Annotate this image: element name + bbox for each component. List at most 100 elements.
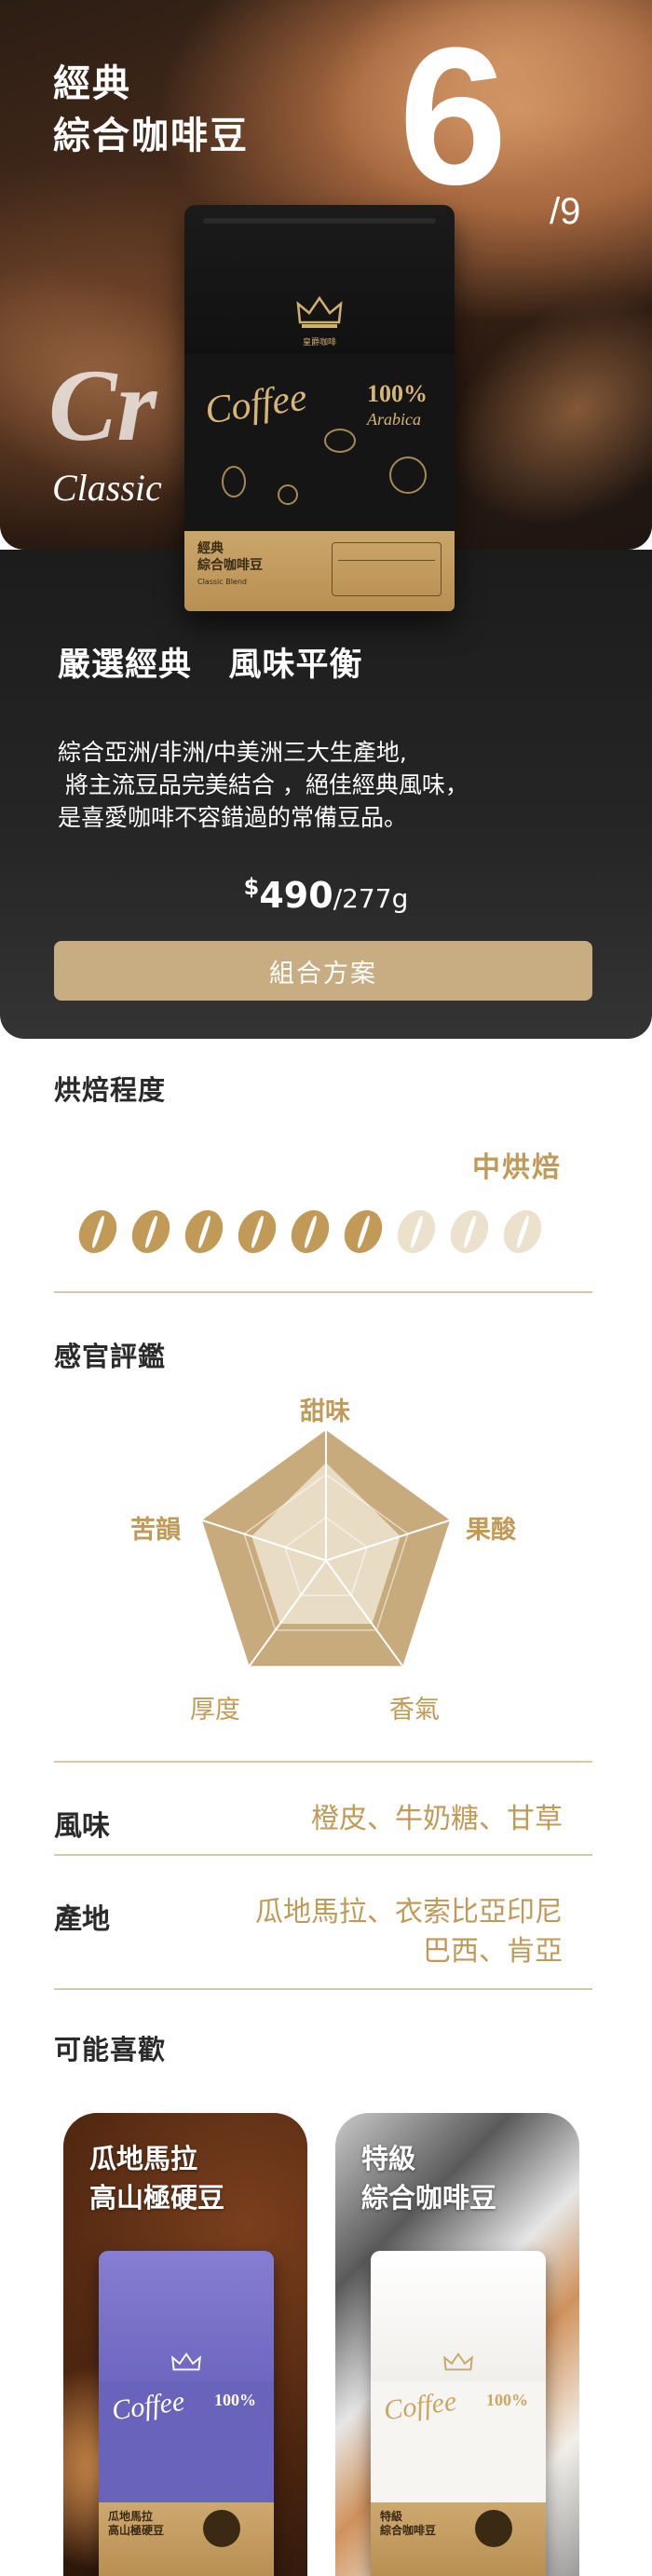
product-title-line2: 綜合咖啡豆	[53, 115, 249, 157]
mini-bag-label-band	[99, 2502, 274, 2576]
product-title-line1: 經典	[53, 62, 131, 105]
bag-label-name-line2: 綜合咖啡豆	[197, 558, 263, 573]
mini-bag-name: 特級 綜合咖啡豆	[380, 2510, 436, 2538]
origin-value-line1: 瓜地馬拉、衣索比亞印尼	[255, 1896, 563, 1929]
recommend-title-line2: 高山極硬豆	[89, 2182, 225, 2214]
flavor-value: 橙皮、牛奶糖、甘草	[311, 1803, 563, 1835]
description-line: 綜合亞洲/非洲/中美洲三大生產地,	[58, 739, 407, 766]
recommend-section-title: 可能喜歡	[54, 2034, 167, 2065]
recommend-title-line1: 瓜地馬拉	[89, 2143, 198, 2174]
roast-bean-empty-icon	[496, 1203, 550, 1261]
roast-level-label: 中烘焙	[472, 1152, 562, 1184]
recommend-card-title: 特級 綜合咖啡豆	[361, 2139, 496, 2217]
mini-bag-name-line1: 瓜地馬拉	[108, 2510, 154, 2523]
recommend-bag-image: Coffee 100% 瓜地馬拉 高山極硬豆	[99, 2251, 274, 2576]
roast-bean-scale	[71, 1203, 564, 1261]
crown-logo-icon	[296, 295, 343, 328]
description-line: 是喜愛咖啡不容錯過的常備豆品。	[58, 804, 408, 831]
bag-brand: 皇爵咖啡	[302, 338, 336, 348]
roast-bean-filled-icon	[124, 1203, 178, 1261]
recommend-card-guatemala[interactable]: 瓜地馬拉 高山極硬豆 Coffee 100% 瓜地馬拉 高山極硬豆	[63, 2113, 307, 2576]
section-divider	[54, 1854, 592, 1856]
crown-logo-icon	[171, 2352, 201, 2371]
radar-label-body: 厚度	[190, 1696, 240, 1724]
price-unit: /277g	[333, 883, 409, 914]
recommend-title-line1: 特級	[361, 2143, 416, 2174]
doodle-cup-icon	[324, 429, 356, 453]
doodle-bean-icon	[222, 466, 246, 497]
radar-grid	[201, 1430, 451, 1667]
bag-seal	[203, 218, 436, 224]
recommend-card-premium-blend[interactable]: 特級 綜合咖啡豆 Coffee 100% 特級 綜合咖啡豆	[335, 2113, 579, 2576]
origin-value: 瓜地馬拉、衣索比亞印尼 巴西、肯亞	[255, 1893, 563, 1971]
roast-bean-empty-icon	[389, 1203, 443, 1261]
product-index-number: 6	[399, 7, 508, 225]
product-bag-image: 皇爵咖啡 Coffee 100% Arabica 經典 綜合咖啡豆 Classi…	[184, 205, 455, 611]
flavor-label: 風味	[54, 1810, 110, 1843]
radar-axis-body	[248, 1560, 327, 1667]
roast-bean-empty-icon	[442, 1203, 496, 1261]
section-divider	[54, 1761, 592, 1763]
product-info-panel: 嚴選經典 風味平衡 綜合亞洲/非洲/中美洲三大生產地, 將主流豆品完美結合 ，絕…	[0, 550, 652, 1039]
product-description: 綜合亞洲/非洲/中美洲三大生產地, 將主流豆品完美結合 ，絕佳經典風味， 是喜愛…	[58, 736, 617, 834]
bag-label-band	[184, 531, 455, 611]
roast-bean-filled-icon	[283, 1203, 337, 1261]
roast-bean-filled-icon	[230, 1203, 284, 1261]
bag-label-name-line1: 經典	[197, 541, 224, 556]
mini-bag-percent: 100%	[486, 2391, 528, 2409]
roast-bean-filled-icon	[336, 1203, 390, 1261]
origin-label: 產地	[54, 1903, 110, 1936]
radar-grid-ring	[243, 1473, 409, 1631]
bag-label-sub: Classic Blend	[197, 578, 247, 586]
bag-top	[184, 205, 455, 354]
bag-pattern	[184, 354, 455, 531]
mini-bag-percent: 100%	[214, 2391, 256, 2409]
doodle-circle-icon	[389, 457, 427, 494]
mini-bag-pattern	[99, 2381, 274, 2502]
mini-bag-top	[99, 2251, 274, 2381]
mini-bag-top	[371, 2251, 546, 2381]
bag-percent: 100%	[367, 380, 428, 407]
product-index-total: /9	[550, 191, 581, 232]
roast-bean-filled-icon	[177, 1203, 231, 1261]
radar-label-sweet: 甜味	[300, 1397, 350, 1426]
bag-arabica: Arabica	[367, 410, 421, 429]
mini-bag-name-line2: 高山極硬豆	[108, 2524, 165, 2537]
description-line: 將主流豆品完美結合 ，絕佳經典風味，	[58, 771, 469, 798]
mini-bag-name: 瓜地馬拉 高山極硬豆	[108, 2510, 164, 2538]
radar-label-acid: 果酸	[466, 1516, 516, 1545]
mini-bag-label-band	[371, 2502, 546, 2576]
origin-value-line2: 巴西、肯亞	[423, 1935, 563, 1968]
radar-axis-acid	[325, 1519, 451, 1561]
product-price: $490/277g	[0, 874, 652, 916]
sensory-section-title: 感官評鑑	[54, 1341, 167, 1372]
sensory-radar-chart	[201, 1430, 451, 1667]
price-currency: $	[243, 874, 260, 900]
crown-logo-icon	[443, 2352, 473, 2371]
mini-bag-name-line1: 特級	[380, 2510, 403, 2523]
roast-section-title: 烘焙程度	[54, 1074, 167, 1106]
section-divider	[54, 1291, 592, 1293]
recommend-bag-image: Coffee 100% 特級 綜合咖啡豆	[371, 2251, 546, 2576]
doodle-circle-icon	[278, 484, 298, 505]
radar-axis-finish	[201, 1519, 327, 1561]
award-badge-icon	[203, 2510, 240, 2547]
section-divider	[54, 1988, 592, 1990]
product-headline: 嚴選經典 風味平衡	[58, 647, 363, 684]
combo-plan-button[interactable]: 組合方案	[54, 941, 592, 1001]
radar-axis-aroma	[325, 1560, 404, 1667]
recommend-title-line2: 綜合咖啡豆	[361, 2182, 497, 2214]
radar-label-finish: 苦韻	[130, 1516, 181, 1545]
recommend-card-title: 瓜地馬拉 高山極硬豆	[89, 2139, 224, 2217]
radar-label-aroma: 香氣	[389, 1696, 440, 1724]
roast-bean-filled-icon	[71, 1203, 125, 1261]
bag-label-box	[332, 542, 441, 596]
mini-bag-pattern	[371, 2381, 546, 2502]
price-amount: 490	[259, 875, 333, 916]
product-title: 經典 綜合咖啡豆	[53, 58, 249, 162]
bag-label-name: 經典 綜合咖啡豆	[197, 540, 263, 574]
watermark-text: Cr	[48, 348, 157, 462]
radar-grid-ring	[284, 1516, 368, 1597]
bag-label-rule	[338, 560, 435, 561]
award-badge-icon	[475, 2510, 512, 2547]
